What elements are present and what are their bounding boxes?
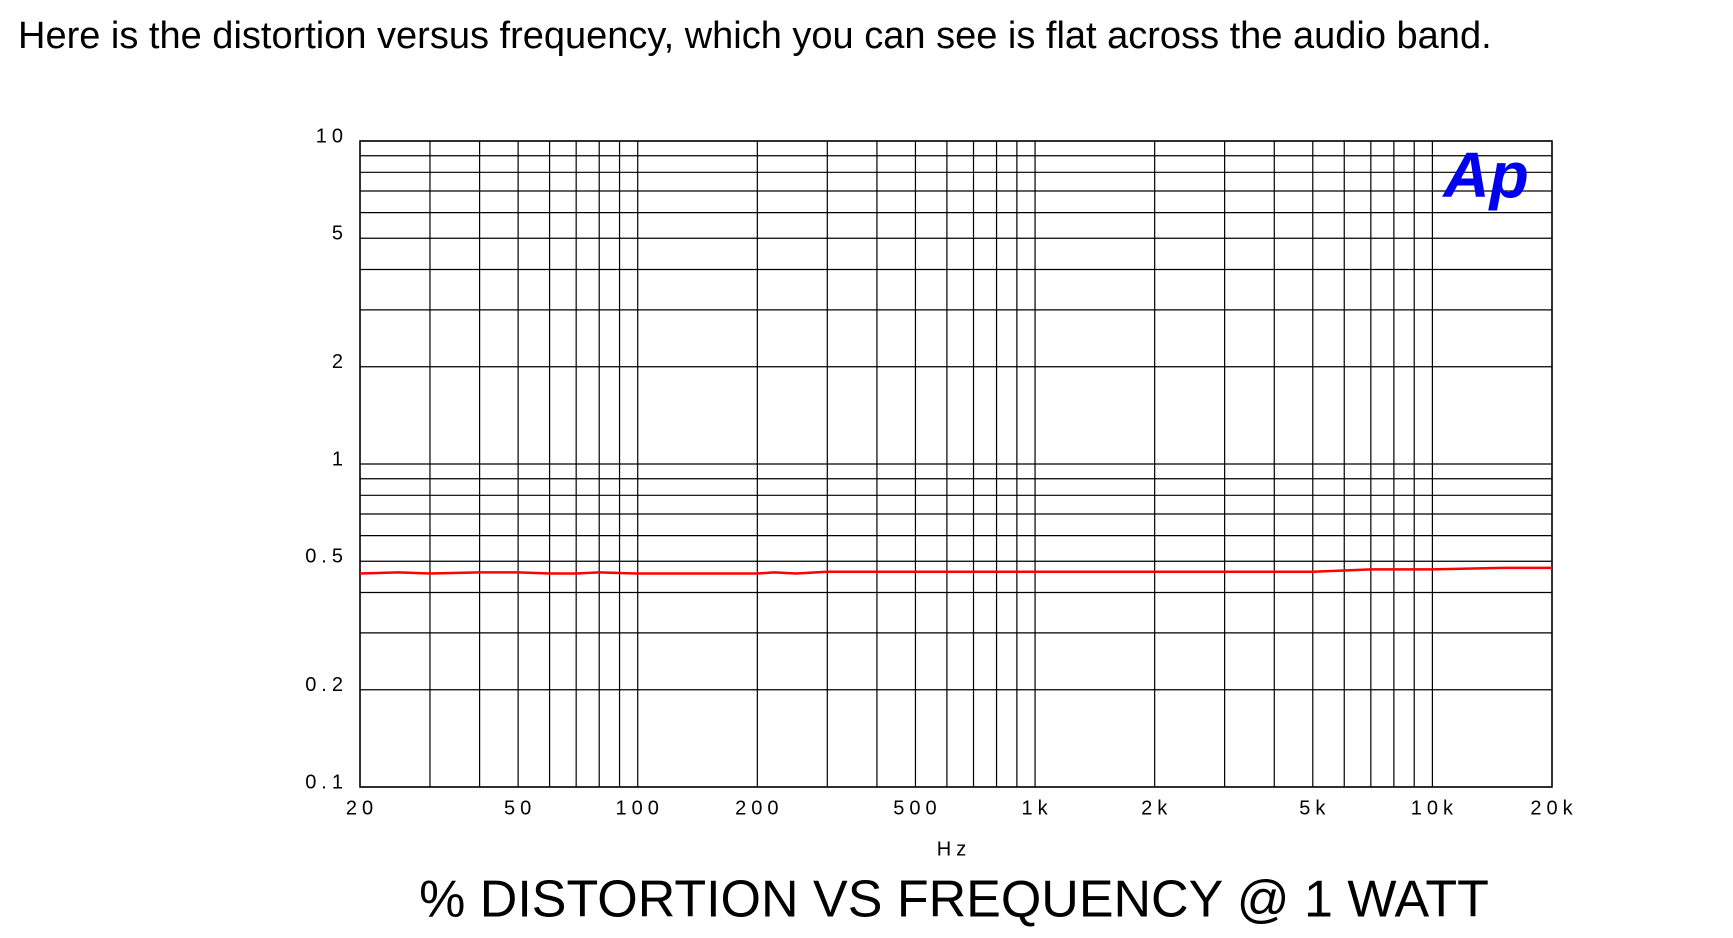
intro-text: Here is the distortion versus frequency,…: [18, 15, 1492, 57]
x-tick-label: 100: [616, 797, 664, 819]
y-tick-label: 0.2: [305, 674, 348, 696]
y-tick-label: 2: [332, 351, 348, 373]
chart-title: % DISTORTION VS FREQUENCY @ 1 WATT: [419, 871, 1489, 929]
x-tick-label: 500: [893, 797, 941, 819]
data-line: [359, 566, 1552, 575]
logo: Ap: [1441, 139, 1528, 211]
x-tick-label: 10k: [1411, 797, 1458, 819]
y-tick-label: 10: [316, 125, 348, 147]
x-tick-label: 2k: [1141, 797, 1172, 819]
x-tick-label: 20: [346, 797, 378, 819]
y-tick-label: 0.1: [305, 771, 348, 793]
y-tick-label: 0.5: [305, 546, 348, 568]
x-axis-label: Hz: [937, 838, 971, 860]
y-tick-label: 1: [332, 448, 348, 470]
x-tick-label: 50: [504, 797, 536, 819]
x-tick-label: 20k: [1530, 797, 1577, 819]
x-tick-label: 1k: [1021, 797, 1052, 819]
plot-frame: [359, 140, 1553, 788]
x-tick-label: 200: [735, 797, 783, 819]
x-tick-label: 5k: [1299, 797, 1330, 819]
y-tick-label: 5: [332, 223, 348, 245]
